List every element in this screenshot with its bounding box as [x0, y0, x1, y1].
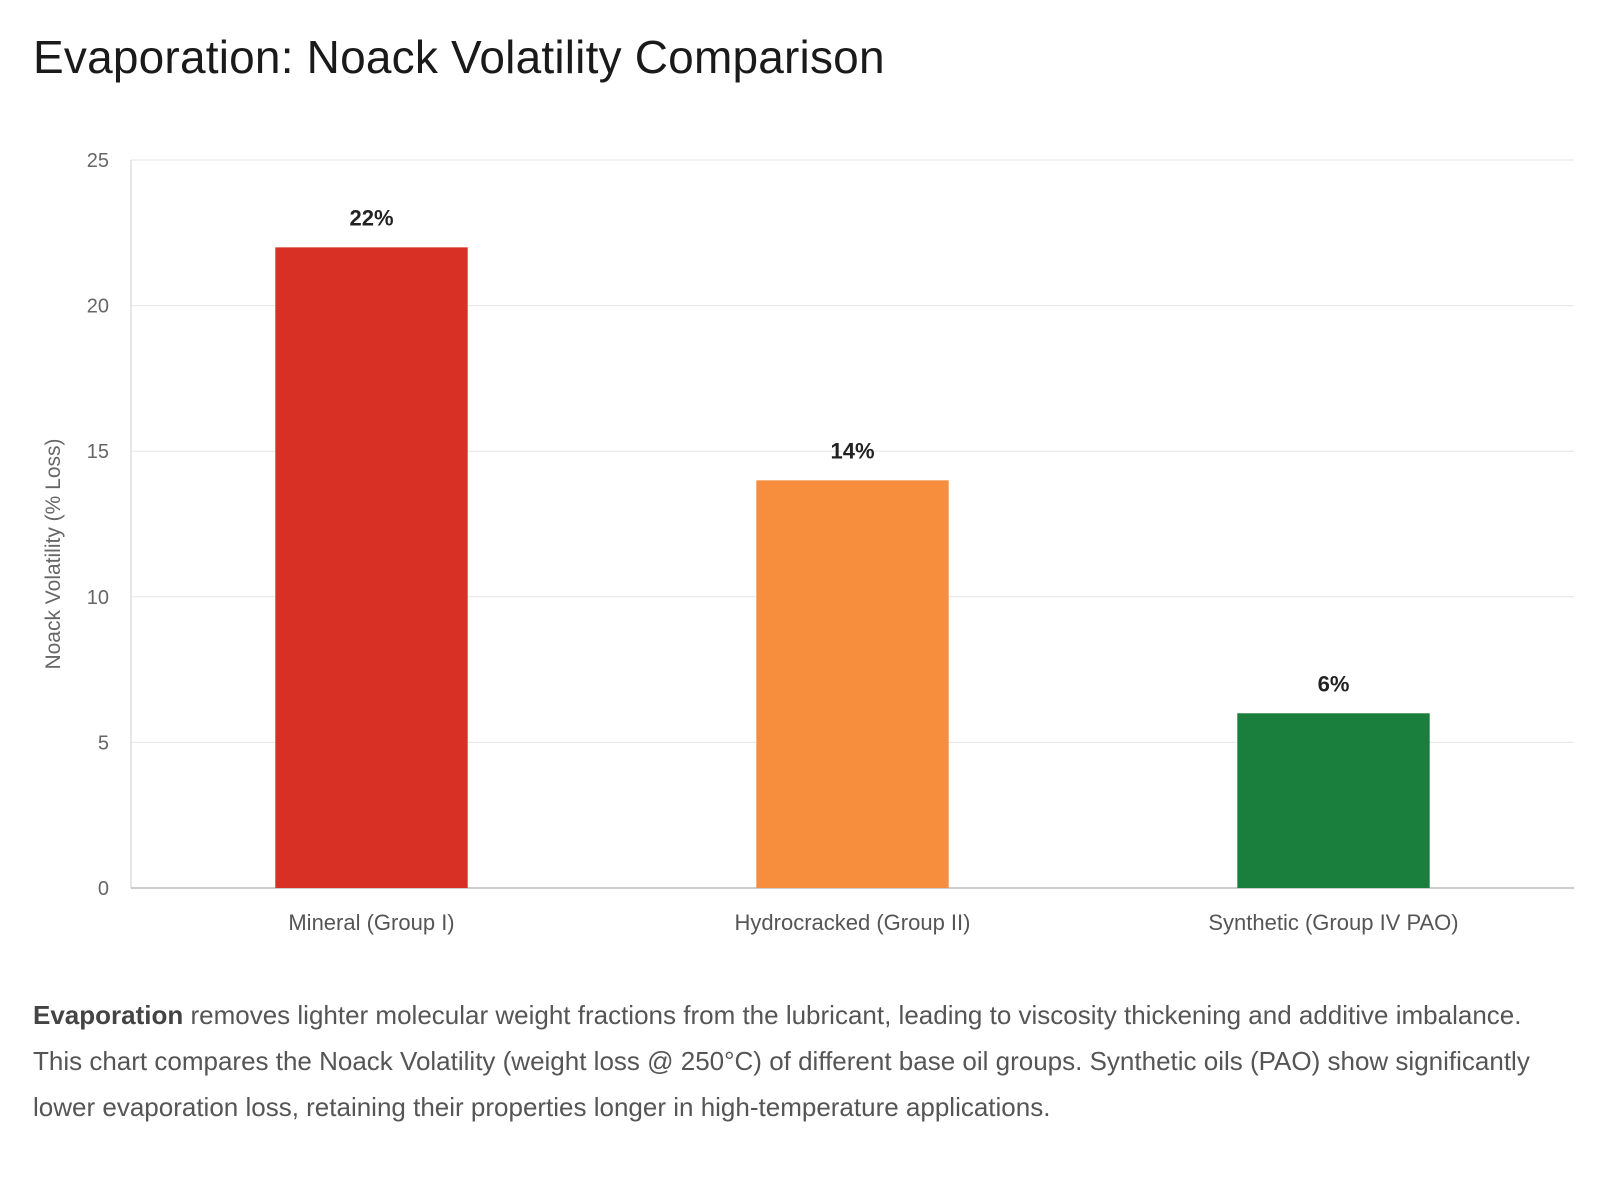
bar	[756, 480, 949, 888]
y-tick-label: 25	[87, 150, 109, 172]
bar	[275, 247, 468, 889]
y-tick-label: 10	[87, 587, 109, 609]
y-tick-label: 0	[98, 878, 109, 900]
y-tick-label: 15	[87, 441, 109, 463]
x-category-label: Synthetic (Group IV PAO)	[1208, 910, 1458, 935]
data-label: 6%	[1318, 671, 1350, 696]
y-axis-title: Noack Volatility (% Loss)	[42, 438, 65, 669]
caption-bold-term: Evaporation	[33, 1000, 184, 1030]
x-category-label: Hydrocracked (Group II)	[735, 910, 971, 935]
chart-container: 0 5 10 15 20 25 Noack Volatility (% Loss) 22% Mi…	[0, 120, 1600, 950]
data-label: 14%	[830, 438, 874, 463]
y-tick-label: 20	[87, 296, 109, 318]
y-tick-label: 5	[98, 732, 109, 754]
caption-text: removes lighter molecular weight fractio…	[33, 1000, 1530, 1122]
page-title: Evaporation: Noack Volatility Comparison	[33, 31, 885, 83]
x-category-label: Mineral (Group I)	[288, 910, 454, 935]
bar-chart: 0 5 10 15 20 25 Noack Volatility (% Loss) 22% Mi…	[42, 150, 1574, 935]
data-label: 22%	[349, 205, 393, 230]
chart-caption: Evaporation removes lighter molecular we…	[33, 992, 1573, 1130]
bar	[1237, 713, 1430, 888]
